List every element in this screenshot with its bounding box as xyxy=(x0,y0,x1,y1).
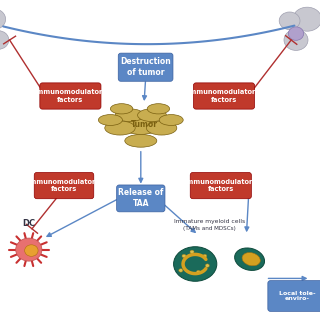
Text: Immature myeloid cells: Immature myeloid cells xyxy=(174,219,245,224)
Ellipse shape xyxy=(190,250,194,253)
Ellipse shape xyxy=(235,248,265,270)
FancyBboxPatch shape xyxy=(190,172,251,199)
Ellipse shape xyxy=(105,121,135,135)
Ellipse shape xyxy=(138,109,166,122)
Text: Destruction
of tumor: Destruction of tumor xyxy=(120,57,171,77)
Text: Immunomodulatory
factors: Immunomodulatory factors xyxy=(28,179,100,192)
Ellipse shape xyxy=(288,27,304,40)
FancyBboxPatch shape xyxy=(40,83,101,109)
Ellipse shape xyxy=(115,109,144,122)
FancyBboxPatch shape xyxy=(118,53,173,81)
FancyBboxPatch shape xyxy=(34,172,94,199)
Text: Immunomodulatory
factors: Immunomodulatory factors xyxy=(188,89,260,103)
Ellipse shape xyxy=(123,118,159,134)
Ellipse shape xyxy=(173,247,217,281)
Ellipse shape xyxy=(125,134,157,147)
Ellipse shape xyxy=(147,121,177,135)
Text: Tumor: Tumor xyxy=(131,120,157,129)
Ellipse shape xyxy=(279,12,300,29)
Ellipse shape xyxy=(203,254,207,258)
Ellipse shape xyxy=(0,9,5,30)
Text: Immunomodulatory
factors: Immunomodulatory factors xyxy=(34,89,107,103)
Ellipse shape xyxy=(147,104,170,114)
Ellipse shape xyxy=(179,269,183,272)
Text: Immunomodulatory
factors: Immunomodulatory factors xyxy=(185,179,257,192)
Ellipse shape xyxy=(25,245,38,256)
FancyBboxPatch shape xyxy=(268,281,320,311)
Ellipse shape xyxy=(293,7,320,31)
Text: (TAMs and MDSCs): (TAMs and MDSCs) xyxy=(183,226,236,231)
FancyBboxPatch shape xyxy=(117,185,165,212)
Text: Release of
TAA: Release of TAA xyxy=(118,188,164,208)
Ellipse shape xyxy=(196,270,200,274)
Ellipse shape xyxy=(159,115,183,125)
Ellipse shape xyxy=(242,252,260,266)
Ellipse shape xyxy=(0,31,9,49)
Ellipse shape xyxy=(110,104,133,114)
Text: DC: DC xyxy=(22,219,36,228)
Ellipse shape xyxy=(182,254,186,258)
Ellipse shape xyxy=(99,115,122,125)
FancyBboxPatch shape xyxy=(193,83,254,109)
Text: Local tole-
enviro-: Local tole- enviro- xyxy=(279,291,315,301)
Ellipse shape xyxy=(16,238,42,261)
Ellipse shape xyxy=(284,30,308,50)
Ellipse shape xyxy=(205,264,210,268)
